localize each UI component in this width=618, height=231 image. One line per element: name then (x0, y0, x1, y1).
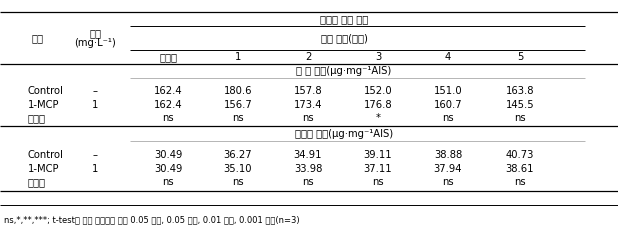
Text: 35.10: 35.10 (224, 164, 252, 174)
Text: 160.7: 160.7 (434, 100, 462, 110)
Text: 2: 2 (305, 52, 311, 62)
Text: 33.98: 33.98 (294, 164, 322, 174)
Text: 38.61: 38.61 (506, 164, 534, 174)
Text: 180.6: 180.6 (224, 86, 252, 96)
Text: 152.0: 152.0 (363, 86, 392, 96)
Text: 처리: 처리 (32, 33, 44, 43)
Text: 1: 1 (92, 100, 98, 110)
Text: 1-MCP: 1-MCP (28, 100, 59, 110)
Text: ns,*,**,***; t-test에 의한 유의확률 각각 0.05 이상, 0.05 미만, 0.01 미만, 0.001 미만(n=3): ns,*,**,***; t-test에 의한 유의확률 각각 0.05 이상,… (4, 216, 300, 225)
Text: 30.49: 30.49 (154, 164, 182, 174)
Text: 151.0: 151.0 (434, 86, 462, 96)
Text: 농도: 농도 (89, 28, 101, 38)
Text: 39.11: 39.11 (363, 150, 392, 160)
Text: ns: ns (442, 113, 454, 123)
Text: 1: 1 (92, 164, 98, 174)
Text: –: – (93, 86, 98, 96)
Text: ns: ns (514, 113, 526, 123)
Text: 저장 기간(개월): 저장 기간(개월) (321, 33, 368, 43)
Text: 162.4: 162.4 (154, 100, 182, 110)
Text: 수확시: 수확시 (159, 52, 177, 62)
Text: ns: ns (372, 177, 384, 187)
Text: ns: ns (232, 113, 244, 123)
Text: *: * (376, 113, 381, 123)
Text: 156.7: 156.7 (224, 100, 252, 110)
Text: ns: ns (302, 113, 314, 123)
Text: ns: ns (162, 113, 174, 123)
Text: 37.94: 37.94 (434, 164, 462, 174)
Text: 173.4: 173.4 (294, 100, 322, 110)
Text: 4: 4 (445, 52, 451, 62)
Text: 3: 3 (375, 52, 381, 62)
Text: (mg·L⁻¹): (mg·L⁻¹) (74, 38, 116, 48)
Text: ns: ns (442, 177, 454, 187)
Text: 145.5: 145.5 (506, 100, 535, 110)
Text: ns: ns (162, 177, 174, 187)
Text: 40.73: 40.73 (506, 150, 534, 160)
Text: 38.88: 38.88 (434, 150, 462, 160)
Text: 30.49: 30.49 (154, 150, 182, 160)
Text: 37.11: 37.11 (363, 164, 392, 174)
Text: 총 당 함량(μg·mg⁻¹AIS): 총 당 함량(μg·mg⁻¹AIS) (297, 66, 392, 76)
Text: 157.8: 157.8 (294, 86, 323, 96)
Text: 5: 5 (517, 52, 523, 62)
Text: Control: Control (28, 86, 64, 96)
Text: 162.4: 162.4 (154, 86, 182, 96)
Text: 우론산 함량(μg·mg⁻¹AIS): 우론산 함량(μg·mg⁻¹AIS) (295, 129, 393, 139)
Text: ns: ns (514, 177, 526, 187)
Text: 유의성: 유의성 (28, 113, 46, 123)
Text: ns: ns (232, 177, 244, 187)
Text: 34.91: 34.91 (294, 150, 322, 160)
Text: 1: 1 (235, 52, 241, 62)
Text: Control: Control (28, 150, 64, 160)
Text: 163.8: 163.8 (506, 86, 534, 96)
Text: 유의성: 유의성 (28, 177, 46, 187)
Text: ns: ns (302, 177, 314, 187)
Text: 36.27: 36.27 (224, 150, 252, 160)
Text: 1-MCP: 1-MCP (28, 164, 59, 174)
Text: 세포벽 물질 함량: 세포벽 물질 함량 (320, 14, 368, 24)
Text: –: – (93, 150, 98, 160)
Text: 176.8: 176.8 (363, 100, 392, 110)
